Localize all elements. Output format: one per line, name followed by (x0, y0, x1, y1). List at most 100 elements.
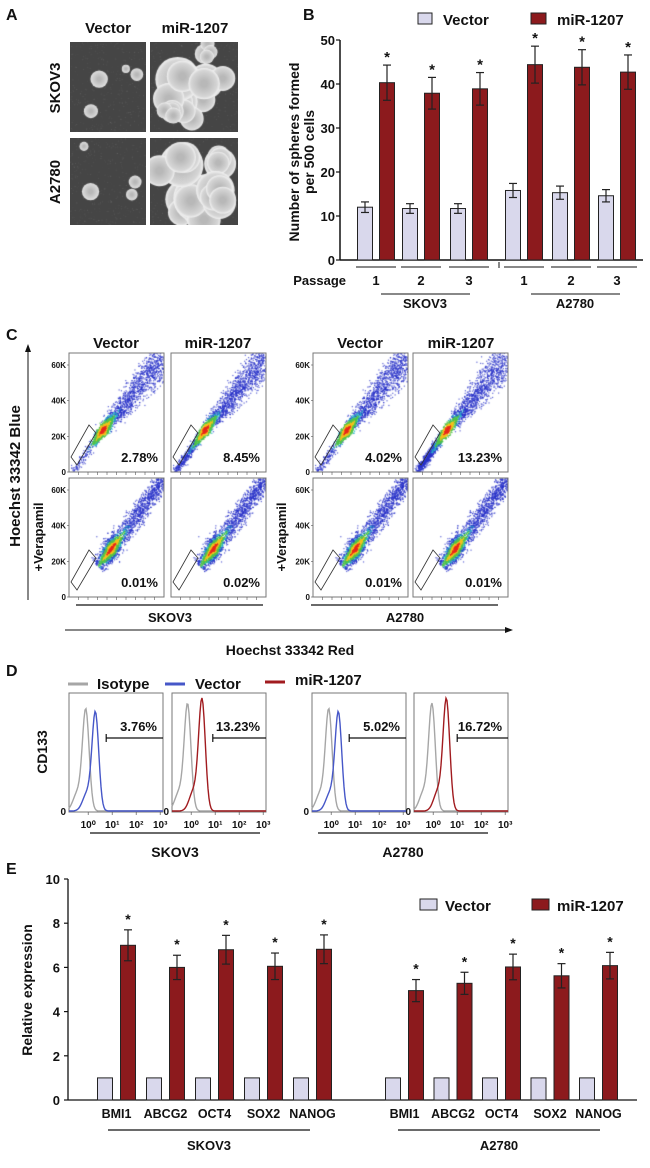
panel-c-xlabel: Hoechst 33342 Red (226, 642, 354, 658)
panel-c-ytick-label: 40K (51, 397, 66, 406)
panel-c-side-population-gate (414, 424, 441, 466)
panel-e-ytick-label: 2 (53, 1049, 60, 1064)
panel-d-percent: 5.02% (363, 719, 400, 734)
panel-b-passage-label: 3 (465, 273, 472, 288)
panel-b-significance: * (532, 30, 538, 47)
panel-c-ytick-label: 20K (295, 557, 310, 566)
panel-b-significance: * (579, 34, 585, 51)
panel-e-ylabel: Relative expression (19, 924, 35, 1056)
panel-b-cellline-skov3: SKOV3 (403, 296, 447, 311)
panel-c-side-population-gate (314, 549, 341, 591)
panel-d-ytick-label: 0 (60, 807, 66, 818)
panel-e-bar-mir-1207 (267, 965, 283, 1101)
panel-b-bar-vector (505, 189, 521, 261)
panel-c-percent: 13.23% (458, 450, 503, 465)
panel-e-bar-mir-1207 (408, 990, 424, 1101)
panel-d-cellline-skov3: SKOV3 (151, 844, 199, 860)
panel-e-ytick-label: 10 (46, 872, 60, 887)
panel-d-xtick-label: 10⁰ (81, 820, 96, 831)
panel-d-plot-frame (413, 692, 509, 813)
panel-e-bar-mir-1207 (120, 944, 136, 1101)
panel-b-ytick-label: 10 (321, 209, 335, 224)
panel-e-chart: Relative expression SKOV3 A2780 Vector m… (19, 872, 637, 1153)
micrograph-skov3-vector (70, 42, 146, 132)
panel-e-gene-label: OCT4 (198, 1107, 231, 1121)
panel-d-xtick-label: 10² (474, 820, 489, 831)
panel-d-xtick-label: 10¹ (450, 820, 465, 831)
panel-c-percent: 2.78% (121, 450, 158, 465)
panel-e-bar-vector (530, 1077, 547, 1101)
panel-e-bar-mir-1207 (602, 965, 618, 1101)
micrograph-a2780-vector (70, 138, 146, 225)
panel-e-bar-vector (433, 1077, 450, 1101)
panel-b-passage-label: 2 (417, 273, 424, 288)
panel-e-bar-mir-1207 (169, 966, 185, 1101)
panel-c-percent: 4.02% (365, 450, 402, 465)
panel-d-ytick-label: 0 (303, 807, 309, 818)
panel-a-row-a2780: A2780 (47, 160, 64, 204)
panel-d-xtick-label: 10⁰ (426, 820, 441, 831)
panel-e-ytick-label: 8 (53, 916, 60, 931)
panel-b-ytick-label: 40 (321, 77, 335, 92)
panel-c-col-vector-a2780: Vector (337, 335, 383, 352)
panel-a-row-skov3: SKOV3 (47, 63, 64, 114)
panel-c-chart: Vector miR-1207 Vector miR-1207 Hoechst … (7, 335, 513, 658)
panel-b-bar-vector (450, 208, 466, 261)
panel-e-bar-vector (244, 1077, 260, 1101)
panel-d-percent: 13.23% (216, 719, 261, 734)
panel-c-ytick-label: 40K (295, 522, 310, 531)
panel-e-gene-label: BMI1 (102, 1107, 132, 1121)
panel-c-side-population-gate (70, 424, 97, 466)
panel-d-percent: 3.76% (120, 719, 157, 734)
panel-e-bar-vector (146, 1077, 162, 1101)
panel-c-ytick-label: 60K (295, 361, 310, 370)
panel-label-a: A (6, 7, 18, 24)
panel-c-percent: 0.01% (365, 575, 402, 590)
panel-e-significance: * (510, 935, 516, 951)
panel-c-percent: 0.01% (121, 575, 158, 590)
panel-c-col-mir-skov3: miR-1207 (185, 335, 252, 352)
panel-c-cellline-skov3: SKOV3 (148, 610, 192, 625)
panel-b-bar-mir-1207 (424, 92, 440, 261)
arrow-up-icon (25, 344, 31, 352)
panel-b-passage-label: 2 (567, 273, 574, 288)
panel-c-plot: 13.23% (412, 352, 509, 475)
panel-d-xtick-label: 10³ (396, 820, 411, 831)
panel-b-ytick-label: 20 (321, 165, 335, 180)
panel-b-ytick-label: 50 (321, 33, 335, 48)
panel-c-plot: 8.45% (170, 352, 267, 475)
panel-b-bar-mir-1207 (527, 64, 543, 261)
panel-c-side-population-gate (172, 549, 199, 591)
panel-d-xtick-label: 10³ (153, 820, 168, 831)
panel-e-bar-vector (579, 1077, 595, 1101)
panel-e-ytick-label: 6 (53, 960, 60, 975)
panel-e-legend-swatch-vector (419, 898, 438, 911)
panel-b-significance: * (477, 57, 483, 74)
panel-d-xtick-label: 10¹ (105, 820, 120, 831)
panel-e-significance: * (272, 934, 278, 950)
panel-e-bar-vector (482, 1077, 498, 1101)
panel-e-bar-mir-1207 (505, 966, 521, 1101)
panel-b-legend-swatch-mir (530, 12, 547, 25)
panel-c-ytick-label: 0 (306, 468, 311, 477)
panel-e-bar-vector (97, 1077, 113, 1101)
panel-c-ytick-label: 20K (51, 557, 66, 566)
panel-b-chart: Number of spheres formed per 500 cells P… (286, 12, 643, 311)
panel-label-e: E (6, 861, 17, 878)
panel-c-ytick-label: 60K (295, 486, 310, 495)
panel-d-plot-frame (171, 692, 267, 813)
panel-d-histogram-mir-1207 (172, 697, 266, 812)
panel-c-percent: 0.02% (223, 575, 260, 590)
panel-c-side-population-gate (70, 549, 97, 591)
panel-d-xtick-label: 10³ (256, 820, 271, 831)
panel-c-verapamil-a2780: +Verapamil (274, 502, 289, 571)
panel-e-significance: * (462, 953, 468, 969)
panel-b-bar-mir-1207 (472, 88, 488, 261)
panel-e-gene-label: NANOG (575, 1107, 622, 1121)
panel-e-significance: * (125, 911, 131, 927)
panel-d-xtick-label: 10¹ (208, 820, 223, 831)
panel-e-bar-mir-1207 (218, 949, 234, 1101)
panel-d-xtick-label: 10² (129, 820, 144, 831)
micrograph-skov3-mir-1207 (150, 42, 238, 132)
